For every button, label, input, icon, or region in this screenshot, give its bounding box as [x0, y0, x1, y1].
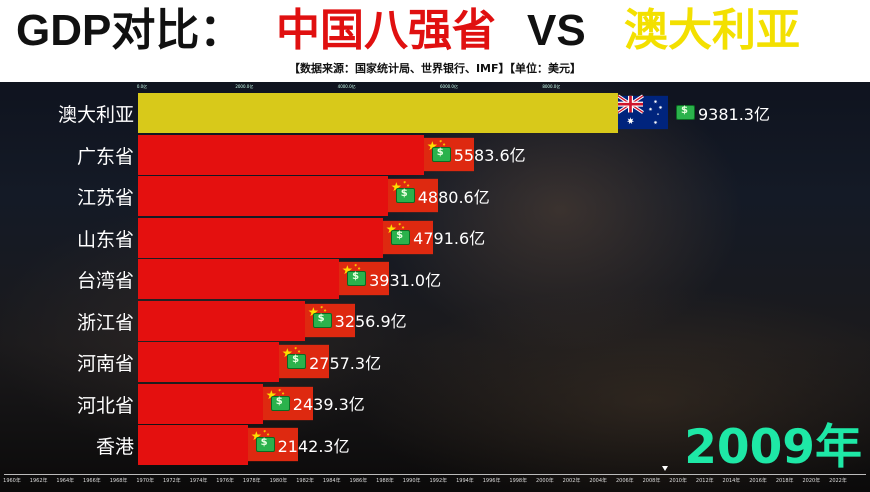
timeline-year[interactable]: 1986年: [349, 478, 368, 484]
timeline-year[interactable]: 1968年: [109, 478, 128, 484]
bar-label: 澳大利亚: [57, 104, 134, 126]
title-vs: VS: [527, 6, 586, 55]
bar: [138, 300, 305, 341]
bar: [138, 93, 618, 133]
timeline-year[interactable]: 2008年: [642, 478, 661, 484]
value-label: 2757.3亿: [309, 353, 382, 373]
timeline-year[interactable]: 1980年: [269, 478, 288, 484]
header: GDP对比： 中国八强省 VS 澳大利亚 【数据来源：国家统计局、世界银行、IM…: [0, 0, 870, 82]
value-group: 4880.6亿: [395, 177, 490, 214]
title-china-provinces: 中国八强省: [276, 5, 496, 56]
value-group: 5583.6亿: [431, 136, 526, 173]
value-group: 2439.3亿: [270, 385, 365, 422]
bar-label: 广东省: [76, 145, 134, 168]
bar-label: 浙江省: [76, 311, 134, 334]
value-axis-tick: 4000.0亿: [337, 84, 356, 89]
timeline-year[interactable]: 1996年: [482, 478, 501, 484]
value-label: 2142.3亿: [277, 436, 350, 456]
timeline-year[interactable]: 1990年: [402, 478, 421, 484]
value-label: 2439.3亿: [292, 395, 365, 414]
timeline-year[interactable]: 2022年: [829, 478, 847, 484]
value-axis-tick: 6000.0亿: [439, 84, 458, 89]
timeline-year[interactable]: 1960年: [3, 478, 21, 484]
bar-label: 山东省: [76, 228, 134, 251]
timeline-year[interactable]: 2000年: [536, 478, 554, 484]
money-icon: [347, 271, 367, 286]
value-group: 2757.3亿: [287, 343, 381, 380]
bar-label: 台湾省: [76, 270, 134, 292]
value-label: 3931.0亿: [369, 270, 442, 290]
bar: [138, 217, 384, 258]
money-icon: [676, 105, 695, 120]
timeline-year[interactable]: 2014年: [722, 478, 741, 484]
value-label: 4791.6亿: [413, 229, 486, 248]
timeline-year[interactable]: 1974年: [189, 478, 208, 484]
money-icon: [255, 437, 275, 452]
value-group: 9381.3亿: [676, 94, 770, 131]
money-icon: [312, 312, 332, 328]
timeline-year[interactable]: 2020年: [802, 478, 821, 484]
money-icon: [395, 188, 415, 203]
timeline-year[interactable]: 1964年: [56, 478, 75, 484]
timeline-year[interactable]: 1962年: [29, 478, 48, 484]
timeline-line: [4, 474, 866, 475]
bar-label: 河北省: [76, 394, 134, 417]
timeline-year[interactable]: 1984年: [322, 478, 341, 484]
subtitle-source: 【数据来源：国家统计局、世界银行、IMF】【单位：美元】: [288, 62, 582, 75]
bar: [138, 342, 280, 382]
money-icon: [391, 229, 411, 245]
bar-label: 江苏省: [76, 187, 134, 209]
timeline-year[interactable]: 2002年: [562, 478, 581, 484]
value-label: 9381.3亿: [698, 104, 770, 124]
value-group: 3931.0亿: [347, 260, 441, 297]
timeline-year[interactable]: 1988年: [376, 478, 394, 484]
bar: [138, 134, 424, 175]
value-group: 3256.9亿: [312, 302, 407, 339]
timeline-year[interactable]: 1978年: [242, 478, 261, 484]
australia-flag-icon: [618, 94, 668, 131]
timeline-year[interactable]: 1994年: [456, 478, 474, 484]
bar: [138, 176, 388, 216]
year-timeline: 1960年 1962年 1964年 1966年 1968年 1970年 1972年 1974年…: [0, 466, 870, 492]
value-label: 3256.9亿: [334, 312, 407, 331]
timeline-year[interactable]: 2006年: [615, 478, 634, 484]
timeline-year[interactable]: 2012年: [695, 478, 714, 484]
title-australia: 澳大利亚: [624, 5, 800, 56]
money-icon: [431, 146, 451, 162]
title-gdp-comparison: GDP对比：: [16, 6, 244, 55]
timeline-year[interactable]: 2004年: [589, 478, 608, 484]
timeline-year[interactable]: 1972年: [162, 478, 181, 484]
timeline-marker[interactable]: [661, 466, 668, 471]
timeline-year[interactable]: 2016年: [749, 478, 767, 484]
value-axis-tick: 0.0亿: [136, 84, 148, 89]
timeline-year[interactable]: 1998年: [509, 478, 528, 484]
value-axis-tick: 2000.0亿: [235, 84, 254, 89]
value-group: 4791.6亿: [391, 219, 485, 256]
timeline-year[interactable]: 1966年: [83, 478, 101, 484]
timeline-year[interactable]: 2010年: [669, 478, 687, 484]
money-icon: [270, 395, 290, 411]
bar: [138, 259, 340, 299]
current-year-label: 2009年: [684, 420, 862, 475]
timeline-year[interactable]: 1992年: [429, 478, 448, 484]
value-group: 2142.3亿: [255, 426, 350, 463]
timeline-year[interactable]: 1976年: [216, 478, 235, 484]
bar-label: 香港: [95, 436, 134, 458]
timeline-year[interactable]: 1982年: [296, 478, 314, 484]
timeline-year[interactable]: 2018年: [775, 478, 794, 484]
timeline-year[interactable]: 1970年: [136, 478, 155, 484]
bar: [138, 383, 263, 424]
money-icon: [287, 354, 307, 369]
value-axis-tick: 8000.0亿: [542, 84, 561, 89]
value-axis: 0.0亿 2000.0亿 4000.0亿 6000.0亿 8000.0亿: [0, 82, 870, 92]
bar-label: 河南省: [76, 353, 134, 375]
value-label: 4880.6亿: [417, 187, 490, 207]
bar: [138, 425, 248, 465]
value-label: 5583.6亿: [453, 146, 526, 165]
